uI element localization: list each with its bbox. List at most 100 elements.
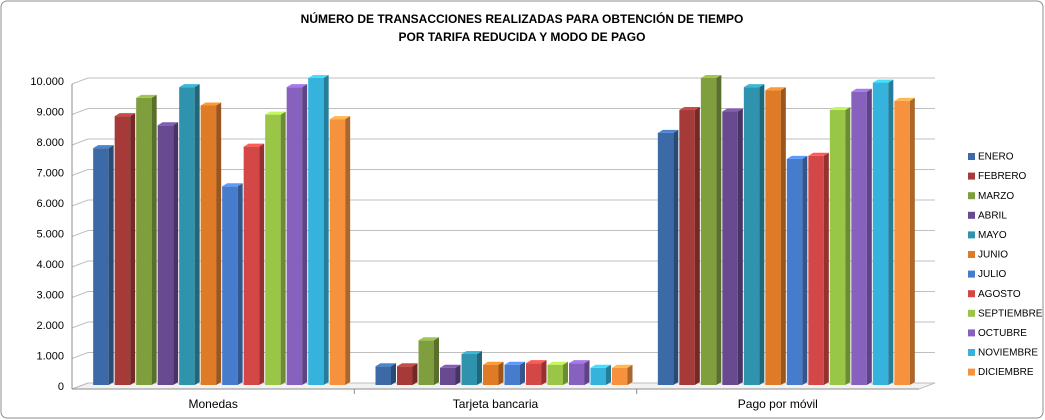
- bar-side: [866, 88, 872, 385]
- legend-swatch: [968, 270, 975, 278]
- y-tick-label: 0: [58, 381, 64, 393]
- bar: [547, 364, 563, 385]
- grid-line: [71, 291, 935, 298]
- bar: [286, 87, 303, 386]
- legend-label: SEPTIEMBRE: [978, 308, 1043, 319]
- bar: [179, 87, 195, 386]
- bar: [894, 100, 910, 385]
- grid-line: [71, 321, 935, 329]
- bar: [222, 186, 238, 385]
- bar-top: [93, 145, 114, 149]
- bar-top: [679, 107, 700, 111]
- grid-line: [71, 138, 935, 146]
- bar: [808, 155, 824, 385]
- legend-swatch: [968, 211, 975, 219]
- bar: [483, 364, 499, 385]
- legend-label: MARZO: [978, 191, 1014, 202]
- bar-top: [136, 94, 157, 98]
- legend-label: OCTUBRE: [978, 328, 1027, 339]
- bar-top: [569, 360, 590, 364]
- chart-subtitle: POR TARIFA REDUCIDA Y MODO DE PAGO: [399, 30, 646, 44]
- bar-top: [851, 88, 872, 92]
- legend-swatch: [968, 192, 975, 200]
- bar-top: [590, 364, 611, 368]
- bar-top: [483, 361, 504, 365]
- grid-line: [71, 230, 935, 237]
- bar: [612, 367, 628, 385]
- legend-label: DICIEMBRE: [978, 367, 1034, 378]
- bar-top: [765, 87, 786, 91]
- bar-top: [743, 84, 765, 88]
- bar: [743, 87, 760, 386]
- bar-top: [526, 360, 547, 364]
- legend-label: JULIO: [978, 269, 1007, 280]
- bar: [329, 119, 346, 386]
- bar-top: [612, 364, 633, 368]
- bar-side: [477, 351, 482, 385]
- bar-side: [584, 360, 590, 385]
- bar-side: [802, 155, 808, 385]
- x-tick-label: Pago por móvil: [738, 397, 818, 411]
- bar: [375, 366, 391, 385]
- bar: [526, 363, 542, 385]
- grid-line: [71, 77, 935, 85]
- bar: [136, 97, 152, 385]
- bar-top: [157, 122, 179, 126]
- bar-side: [302, 84, 308, 386]
- bar: [786, 158, 803, 385]
- y-tick-label: 9.000: [36, 106, 64, 118]
- bar-top: [222, 183, 243, 187]
- bar: [93, 148, 109, 385]
- y-tick-label: 6.000: [36, 198, 64, 210]
- bar: [200, 105, 217, 385]
- bar-top: [308, 75, 329, 78]
- legend-swatch: [968, 231, 975, 239]
- legend-swatch: [968, 349, 975, 356]
- bar-side: [345, 116, 351, 386]
- bar: [461, 354, 477, 385]
- bar-side: [455, 364, 461, 385]
- bar: [851, 91, 867, 385]
- bar: [679, 110, 695, 386]
- bar-side: [823, 152, 829, 385]
- legend-swatch: [968, 368, 975, 376]
- bar-side: [520, 361, 525, 385]
- bar-side: [673, 129, 679, 385]
- bar: [700, 78, 717, 385]
- bar-top: [461, 351, 482, 355]
- bar-side: [606, 364, 611, 385]
- bar-side: [194, 84, 200, 386]
- bar: [657, 132, 674, 385]
- bar-top: [265, 111, 286, 115]
- bar-top: [700, 75, 722, 78]
- bar: [829, 110, 846, 386]
- bar-side: [845, 107, 851, 386]
- y-tick-label: 2.000: [36, 320, 64, 332]
- bar-top: [657, 129, 679, 133]
- bar-side: [173, 122, 179, 386]
- bar-top: [872, 79, 894, 83]
- legend-label: FEBRERO: [978, 171, 1027, 182]
- legend-label: AGOSTO: [978, 289, 1021, 300]
- legend-swatch: [968, 251, 975, 258]
- bar-top: [418, 337, 439, 341]
- bar: [440, 367, 456, 385]
- legend-label: ABRIL: [978, 210, 1007, 221]
- bar-side: [391, 363, 396, 385]
- bar: [397, 366, 413, 385]
- bar: [114, 116, 131, 385]
- bar-side: [716, 75, 722, 385]
- bar: [765, 90, 781, 385]
- bar-side: [909, 97, 915, 385]
- bar-top: [440, 364, 461, 368]
- bar-top: [243, 143, 265, 147]
- bar-top: [200, 102, 222, 106]
- legend-swatch: [968, 172, 975, 180]
- bar-side: [627, 364, 633, 385]
- grid-line: [71, 199, 935, 207]
- bar-side: [412, 363, 418, 385]
- bar-side: [780, 87, 786, 385]
- bar-top: [397, 363, 418, 367]
- bar-top: [114, 113, 136, 117]
